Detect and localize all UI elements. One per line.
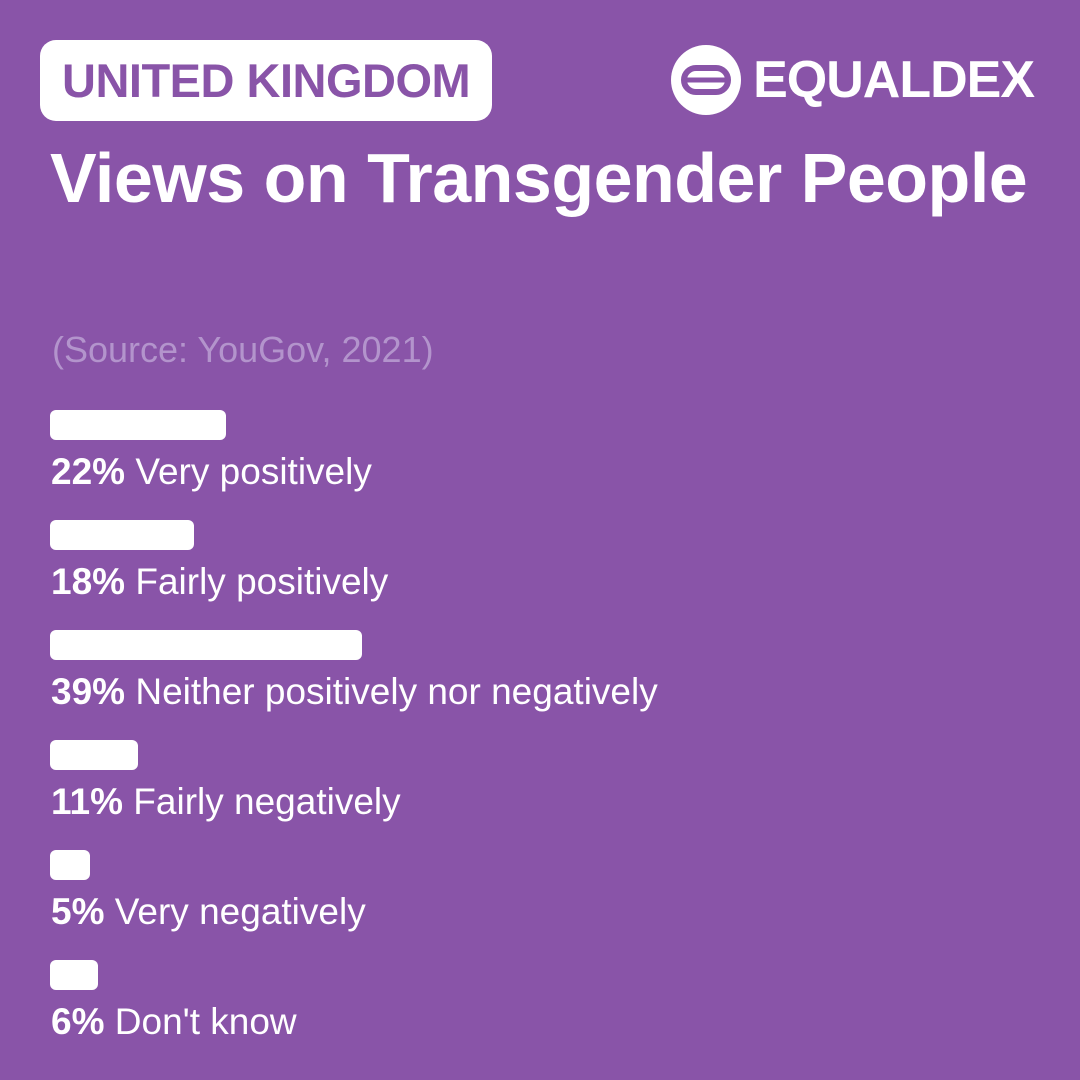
- bar: [50, 850, 90, 880]
- bar-category-label: Very positively: [135, 451, 372, 492]
- bar: [50, 630, 362, 660]
- bar-row: 39% Neither positively nor negatively: [50, 630, 1030, 720]
- chart-title: Views on Transgender People: [50, 139, 1028, 217]
- bar-row: 22% Very positively: [50, 410, 1030, 500]
- bar-label: 11% Fairly negatively: [51, 780, 401, 824]
- bar-value-label: 39%: [51, 671, 126, 712]
- bar-row: 6% Don't know: [50, 960, 1030, 1050]
- bar-value-label: 6%: [51, 1001, 105, 1042]
- brand-name: EQUALDEX: [753, 51, 1035, 109]
- bar-value-label: 11%: [51, 781, 124, 822]
- bar-label: 39% Neither positively nor negatively: [51, 670, 658, 714]
- bar-label: 18% Fairly positively: [51, 560, 388, 604]
- brand: EQUALDEX: [671, 45, 1035, 115]
- bar-category-label: Don't know: [114, 1001, 297, 1042]
- bar-row: 11% Fairly negatively: [50, 740, 1030, 830]
- bar-category-label: Very negatively: [114, 891, 366, 932]
- bar-value-label: 5%: [51, 891, 105, 932]
- bar: [50, 960, 98, 990]
- bar-label: 6% Don't know: [51, 1000, 297, 1044]
- chart-source: (Source: YouGov, 2021): [52, 329, 434, 370]
- bar-row: 18% Fairly positively: [50, 520, 1030, 610]
- bar-category-label: Fairly positively: [135, 561, 389, 602]
- bar-value-label: 18%: [51, 561, 126, 602]
- bar-label: 22% Very positively: [51, 450, 372, 494]
- bar-category-label: Neither positively nor negatively: [135, 671, 658, 712]
- bar-category-label: Fairly negatively: [133, 781, 401, 822]
- bar: [50, 520, 194, 550]
- bar: [50, 740, 138, 770]
- bar-label: 5% Very negatively: [51, 890, 366, 934]
- country-name: UNITED KINGDOM: [62, 54, 471, 107]
- bar: [50, 410, 226, 440]
- equaldex-logo-icon: [671, 45, 742, 115]
- bar-value-label: 22%: [51, 451, 126, 492]
- country-badge: UNITED KINGDOM: [40, 40, 493, 121]
- bar-row: 5% Very negatively: [50, 850, 1030, 940]
